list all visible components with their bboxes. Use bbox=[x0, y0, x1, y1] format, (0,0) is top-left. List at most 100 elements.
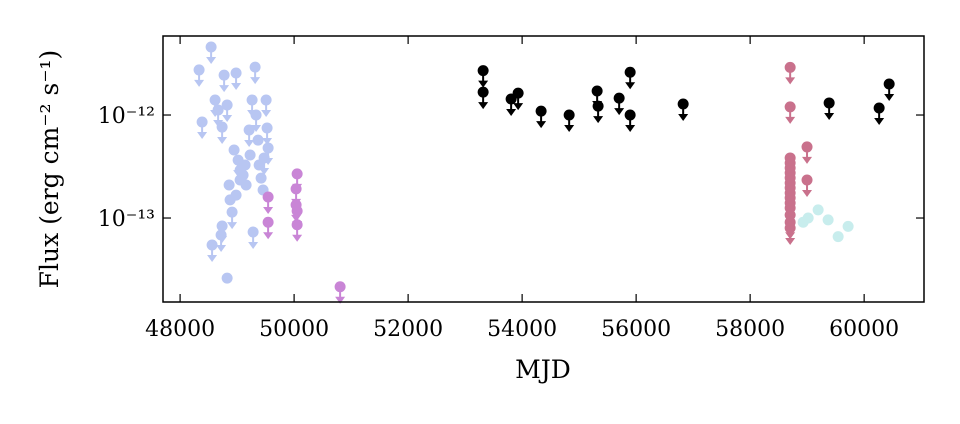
point bbox=[247, 226, 259, 238]
x-tick-label: 48000 bbox=[145, 317, 215, 342]
upper-limit-head bbox=[785, 116, 796, 124]
point bbox=[812, 204, 824, 216]
point bbox=[250, 109, 262, 121]
data-point bbox=[228, 144, 240, 156]
data-point bbox=[226, 206, 238, 230]
upper-limit-head bbox=[785, 238, 796, 246]
data-point bbox=[244, 149, 256, 161]
point bbox=[243, 124, 255, 136]
point bbox=[249, 61, 261, 73]
data-point bbox=[802, 212, 814, 224]
point bbox=[258, 152, 270, 164]
upper-limit-head bbox=[227, 222, 238, 230]
data-point bbox=[477, 86, 489, 110]
upper-limit-head bbox=[263, 232, 274, 240]
point bbox=[196, 116, 208, 128]
point bbox=[802, 212, 814, 224]
data-point bbox=[592, 100, 604, 124]
upper-limit-head bbox=[244, 140, 255, 148]
upper-limit-head bbox=[678, 113, 689, 121]
point bbox=[218, 69, 230, 81]
point bbox=[221, 272, 233, 284]
point bbox=[234, 174, 246, 186]
point bbox=[261, 122, 273, 134]
point bbox=[624, 66, 636, 78]
point bbox=[216, 220, 228, 232]
data-point bbox=[223, 179, 235, 191]
data-point bbox=[215, 229, 227, 253]
point bbox=[223, 179, 235, 191]
point bbox=[592, 100, 604, 112]
point bbox=[477, 86, 489, 98]
upper-limit-head bbox=[259, 167, 270, 175]
upper-limit-head bbox=[513, 103, 524, 111]
data-point bbox=[624, 109, 636, 133]
upper-limit-head bbox=[231, 82, 242, 90]
data-point bbox=[205, 41, 217, 65]
data-point bbox=[291, 219, 303, 242]
x-tick-label: 54000 bbox=[487, 317, 557, 342]
point bbox=[230, 189, 242, 201]
point bbox=[784, 101, 796, 113]
point bbox=[244, 149, 256, 161]
upper-limit-head bbox=[251, 125, 262, 133]
point bbox=[291, 219, 303, 231]
data-point bbox=[249, 61, 261, 85]
point bbox=[823, 97, 835, 109]
point bbox=[291, 205, 303, 217]
point bbox=[822, 214, 834, 226]
data-point bbox=[258, 152, 270, 175]
upper-limit-head bbox=[506, 109, 517, 117]
upper-limit-head bbox=[263, 206, 274, 214]
upper-limit-head bbox=[824, 112, 835, 120]
data-point bbox=[784, 222, 796, 246]
data-point bbox=[216, 121, 228, 145]
point bbox=[832, 231, 844, 243]
upper-limit-head bbox=[614, 108, 625, 116]
point bbox=[883, 78, 895, 90]
point bbox=[477, 65, 489, 77]
x-tick-label: 60000 bbox=[829, 317, 899, 342]
upper-limit-head bbox=[262, 138, 273, 146]
point bbox=[230, 67, 242, 79]
upper-limit-head bbox=[291, 214, 302, 222]
point bbox=[206, 239, 218, 251]
point bbox=[291, 168, 303, 180]
data-point bbox=[784, 101, 796, 124]
point bbox=[216, 121, 228, 133]
data-point bbox=[613, 92, 625, 116]
data-point bbox=[196, 116, 208, 140]
point bbox=[226, 206, 238, 218]
upper-limit-head bbox=[250, 77, 261, 85]
data-point bbox=[252, 134, 264, 146]
point bbox=[209, 94, 221, 106]
upper-limit-head bbox=[248, 242, 259, 250]
plot-frame bbox=[162, 35, 925, 303]
x-axis-label: MJD bbox=[515, 355, 571, 384]
point bbox=[205, 41, 217, 53]
point bbox=[784, 222, 796, 234]
upper-limit-head bbox=[625, 82, 636, 90]
data-point bbox=[334, 281, 346, 304]
data-point bbox=[477, 65, 489, 88]
upper-limit-head bbox=[564, 125, 575, 133]
point bbox=[801, 174, 813, 186]
upper-limit-head bbox=[874, 117, 885, 125]
data-point bbox=[247, 226, 259, 250]
point bbox=[212, 104, 224, 116]
data-point bbox=[784, 61, 796, 85]
point bbox=[624, 109, 636, 121]
x-tick-label: 52000 bbox=[373, 317, 443, 342]
point bbox=[262, 142, 274, 154]
point bbox=[255, 172, 267, 184]
marks bbox=[193, 41, 895, 304]
upper-limit-head bbox=[222, 115, 233, 123]
data-point bbox=[563, 109, 575, 133]
data-point bbox=[832, 231, 844, 243]
data-point bbox=[221, 272, 233, 284]
data-point bbox=[842, 220, 854, 232]
point bbox=[873, 102, 885, 114]
point bbox=[613, 92, 625, 104]
point bbox=[842, 220, 854, 232]
data-point bbox=[218, 69, 230, 93]
